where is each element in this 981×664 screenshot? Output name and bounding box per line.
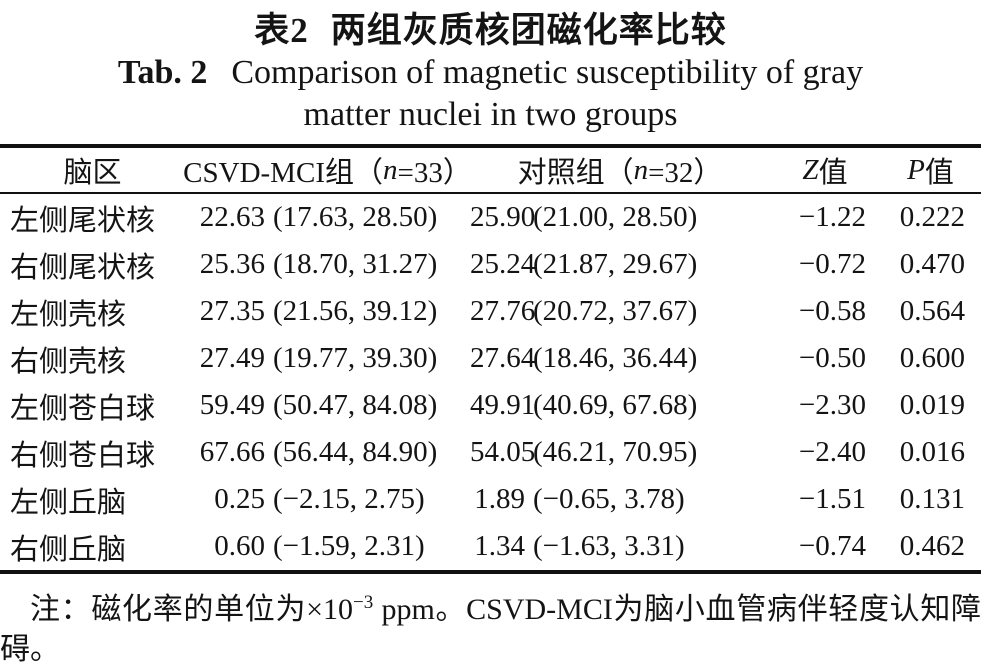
cell-p-value: 0.462 (899, 530, 965, 562)
group2-label: 对照组（ (517, 157, 634, 189)
group1-n-symbol: n (382, 153, 398, 186)
cell-region: 左侧苍白球 (10, 392, 156, 425)
cell-region: 左侧尾状核 (10, 204, 156, 237)
footnote-abbrev-text: ppm。CSVD-MCI为脑小血管病伴轻度认知障碍。 (0, 593, 981, 664)
group1-n-count: =33） (397, 157, 472, 189)
cell-p-value: 0.019 (899, 389, 965, 421)
col-header-brain-region: 脑区 (63, 157, 122, 189)
cell-csvd-value: 25.36 (18.70, 31.27) (199, 248, 438, 280)
table-title-en-line1: Tab. 2 Comparison of magnetic susceptibi… (0, 50, 981, 96)
z-suffix: 值 (818, 157, 848, 189)
cell-region: 左侧壳核 (10, 298, 127, 331)
cell-csvd-value: 27.49 (19.77, 39.30) (199, 342, 438, 374)
table-title-en-line2: matter nuclei in two groups (303, 96, 678, 133)
footnote-unit-text: 注：磁化率的单位为×10 (30, 593, 354, 626)
z-symbol: Z (802, 153, 819, 186)
table-title-zh: 表2 两组灰质核团磁化率比较 (0, 4, 981, 50)
table-title-zh-text: 两组灰质核团磁化率比较 (330, 10, 727, 50)
cell-csvd-value: 67.66 (56.44, 84.90) (199, 436, 438, 468)
table-title-en-text: Comparison of magnetic susceptibility of… (231, 54, 864, 91)
cell-z-value: −0.72 (798, 248, 866, 280)
p-suffix: 值 (924, 157, 954, 189)
table-body: 左侧尾状核 22.63 (17.63, 28.50) 25.90 (21.00, 2… (0, 194, 981, 570)
table-row: 左侧苍白球 59.49 (50.47, 84.08) 49.91 (40.69, 6… (0, 382, 981, 429)
table-row: 左侧丘脑 0.25 (−2.15, 2.75) 1.89 (−0.65, 3.78)… (0, 476, 981, 523)
cell-region: 左侧丘脑 (10, 486, 127, 519)
table-row: 左侧壳核 27.35 (21.56, 39.12) 27.76 (20.72, 37… (0, 288, 981, 335)
group2-n-symbol: n (633, 153, 649, 186)
cell-z-value: −2.30 (798, 389, 866, 421)
cell-control-value: 25.90 (21.00, 28.50) (470, 201, 698, 233)
cell-z-value: −0.50 (798, 342, 866, 374)
footnote-exponent: −3 (353, 592, 374, 613)
cell-control-value: 27.76 (20.72, 37.67) (470, 295, 698, 327)
cell-csvd-value: 59.49 (50.47, 84.08) (199, 389, 438, 421)
cell-z-value: −0.74 (798, 530, 866, 562)
col-header-control-group: 对照组（ n =32） (470, 148, 770, 192)
cell-control-value: 54.05 (46.21, 70.95) (470, 436, 698, 468)
cell-region: 右侧尾状核 (10, 251, 156, 284)
table-row: 左侧尾状核 22.63 (17.63, 28.50) 25.90 (21.00, 2… (0, 194, 981, 241)
cell-control-value: 27.64 (18.46, 36.44) (470, 342, 698, 374)
cell-region: 右侧壳核 (10, 345, 127, 378)
col-header-csvd-mci-group: CSVD-MCI组（ n =33） (183, 148, 472, 192)
cell-control-value: 49.91 (40.69, 67.68) (470, 389, 698, 421)
cell-csvd-value: 27.35 (21.56, 39.12) (199, 295, 438, 327)
cell-csvd-value: 22.63 (17.63, 28.50) (199, 201, 438, 233)
cell-region: 右侧苍白球 (10, 439, 156, 472)
table-row: 右侧壳核 27.49 (19.77, 39.30) 27.64 (18.46, 36… (0, 335, 981, 382)
table-row: 右侧丘脑 0.60 (−1.59, 2.31) 1.34 (−1.63, 3.31)… (0, 523, 981, 570)
table-number-en: Tab. 2 (117, 54, 208, 91)
cell-p-value: 0.600 (899, 342, 965, 374)
cell-csvd-value: 0.60 (−1.59, 2.31) (214, 530, 425, 562)
cell-z-value: −1.22 (798, 201, 866, 233)
group2-n-count: =32） (648, 157, 723, 189)
cell-region: 右侧丘脑 (10, 533, 127, 566)
cell-z-value: −0.58 (798, 295, 866, 327)
cell-control-value: 25.24 (21.87, 29.67) (470, 248, 698, 280)
cell-z-value: −1.51 (798, 483, 866, 515)
cell-p-value: 0.222 (899, 201, 965, 233)
table-row: 右侧尾状核 25.36 (18.70, 31.27) 25.24 (21.87, 2… (0, 241, 981, 288)
cell-control-value: 1.34 (−1.63, 3.31) (474, 530, 685, 562)
cell-control-value: 1.89 (−0.65, 3.78) (474, 483, 685, 515)
table-number-zh: 表2 (254, 10, 309, 50)
cell-p-value: 0.016 (899, 436, 965, 468)
cell-p-value: 0.131 (899, 483, 965, 515)
table-row: 右侧苍白球 67.66 (56.44, 84.90) 54.05 (46.21, 7… (0, 429, 981, 476)
p-symbol: P (907, 153, 925, 186)
cell-p-value: 0.564 (899, 295, 965, 327)
cell-p-value: 0.470 (899, 248, 965, 280)
cell-z-value: −2.40 (798, 436, 866, 468)
group1-label: CSVD-MCI组（ (183, 157, 383, 189)
cell-csvd-value: 0.25 (−2.15, 2.75) (214, 483, 425, 515)
table-footnote: 注：磁化率的单位为×10−3 ppm。CSVD-MCI为脑小血管病伴轻度认知障碍… (0, 590, 981, 664)
